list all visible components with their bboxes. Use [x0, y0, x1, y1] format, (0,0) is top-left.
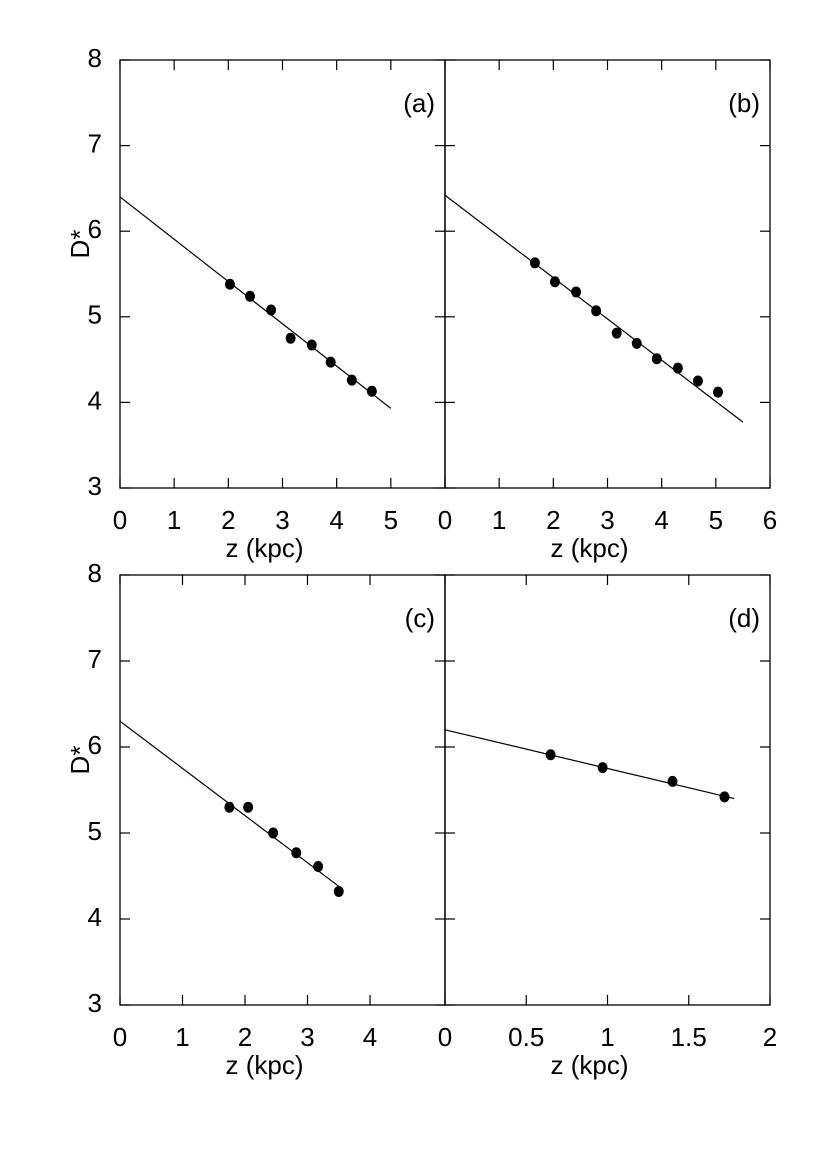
- data-point: [325, 356, 336, 368]
- x-tick-label: 3: [275, 505, 289, 535]
- data-point: [224, 278, 235, 290]
- x-tick-label: 0: [438, 1022, 452, 1052]
- x-tick-label: 3: [600, 505, 614, 535]
- data-point: [672, 362, 683, 374]
- plot-frame: [444, 59, 771, 489]
- y-tick-label: 4: [88, 385, 102, 415]
- y-tick-label: 8: [88, 558, 102, 588]
- x-tick-label: 1: [167, 505, 181, 535]
- data-point: [611, 327, 622, 339]
- data-point: [313, 861, 324, 873]
- x-tick-label: 0.5: [508, 1022, 544, 1052]
- data-point: [333, 885, 344, 897]
- x-tick-label: 2: [238, 1022, 252, 1052]
- y-tick-label: 6: [88, 214, 102, 244]
- panel-label: (d): [728, 603, 760, 633]
- x-tick-label: 4: [363, 1022, 377, 1052]
- panel-label: (c): [405, 603, 435, 633]
- data-point: [291, 847, 302, 859]
- y-tick-label: 6: [88, 730, 102, 760]
- x-tick-label: 1: [600, 1022, 614, 1052]
- y-tick-label: 8: [88, 43, 102, 73]
- data-point: [224, 801, 235, 813]
- data-point: [692, 375, 703, 387]
- y-tick-label: 5: [88, 300, 102, 330]
- x-tick-label: 0: [113, 505, 127, 535]
- x-tick-label: 5: [709, 505, 723, 535]
- data-point: [549, 276, 560, 288]
- fit-line: [444, 729, 735, 800]
- data-point: [591, 305, 602, 317]
- data-point: [571, 286, 582, 298]
- x-tick-label: 3: [300, 1022, 314, 1052]
- x-tick-label: 6: [763, 505, 777, 535]
- data-point: [285, 332, 296, 344]
- y-tick-label: 3: [88, 988, 102, 1018]
- plot-frame: [119, 59, 446, 489]
- data-point: [719, 791, 730, 803]
- x-tick-label: 1.5: [671, 1022, 707, 1052]
- x-tick-label: 4: [329, 505, 343, 535]
- data-point: [245, 290, 255, 302]
- data-point: [306, 339, 317, 351]
- data-point: [243, 801, 254, 813]
- y-tick-label: 5: [88, 816, 102, 846]
- data-point: [268, 827, 279, 839]
- data-point: [713, 386, 723, 398]
- y-axis-label: D*: [65, 746, 95, 775]
- x-axis-label: z (kpc): [226, 533, 304, 563]
- x-tick-label: 4: [654, 505, 668, 535]
- y-tick-label: 4: [88, 902, 102, 932]
- y-tick-label: 7: [88, 644, 102, 674]
- y-axis-label: D*: [65, 230, 95, 259]
- x-tick-label: 1: [492, 505, 506, 535]
- y-tick-label: 7: [88, 128, 102, 158]
- data-point: [667, 775, 678, 787]
- x-tick-label: 1: [175, 1022, 189, 1052]
- x-axis-label: z (kpc): [226, 1050, 304, 1080]
- y-tick-label: 3: [88, 471, 102, 501]
- data-point: [597, 762, 608, 774]
- x-tick-label: 2: [763, 1022, 777, 1052]
- data-point: [266, 304, 277, 316]
- x-tick-label: 2: [546, 505, 560, 535]
- panel-label: (a): [403, 88, 435, 118]
- data-point: [651, 353, 662, 365]
- fit-line: [119, 196, 392, 409]
- x-axis-label: z (kpc): [551, 533, 629, 563]
- data-point: [366, 385, 377, 397]
- x-tick-label: 2: [221, 505, 235, 535]
- x-tick-label: 5: [384, 505, 398, 535]
- x-tick-label: 0: [113, 1022, 127, 1052]
- data-point: [529, 257, 540, 269]
- plot-frame: [119, 574, 446, 1006]
- panel-label: (b): [728, 88, 760, 118]
- data-point: [346, 374, 357, 386]
- plot-frame: [444, 574, 771, 1006]
- x-tick-label: 0: [438, 505, 452, 535]
- x-axis-label: z (kpc): [551, 1050, 629, 1080]
- data-point: [631, 337, 642, 349]
- data-point: [545, 749, 556, 761]
